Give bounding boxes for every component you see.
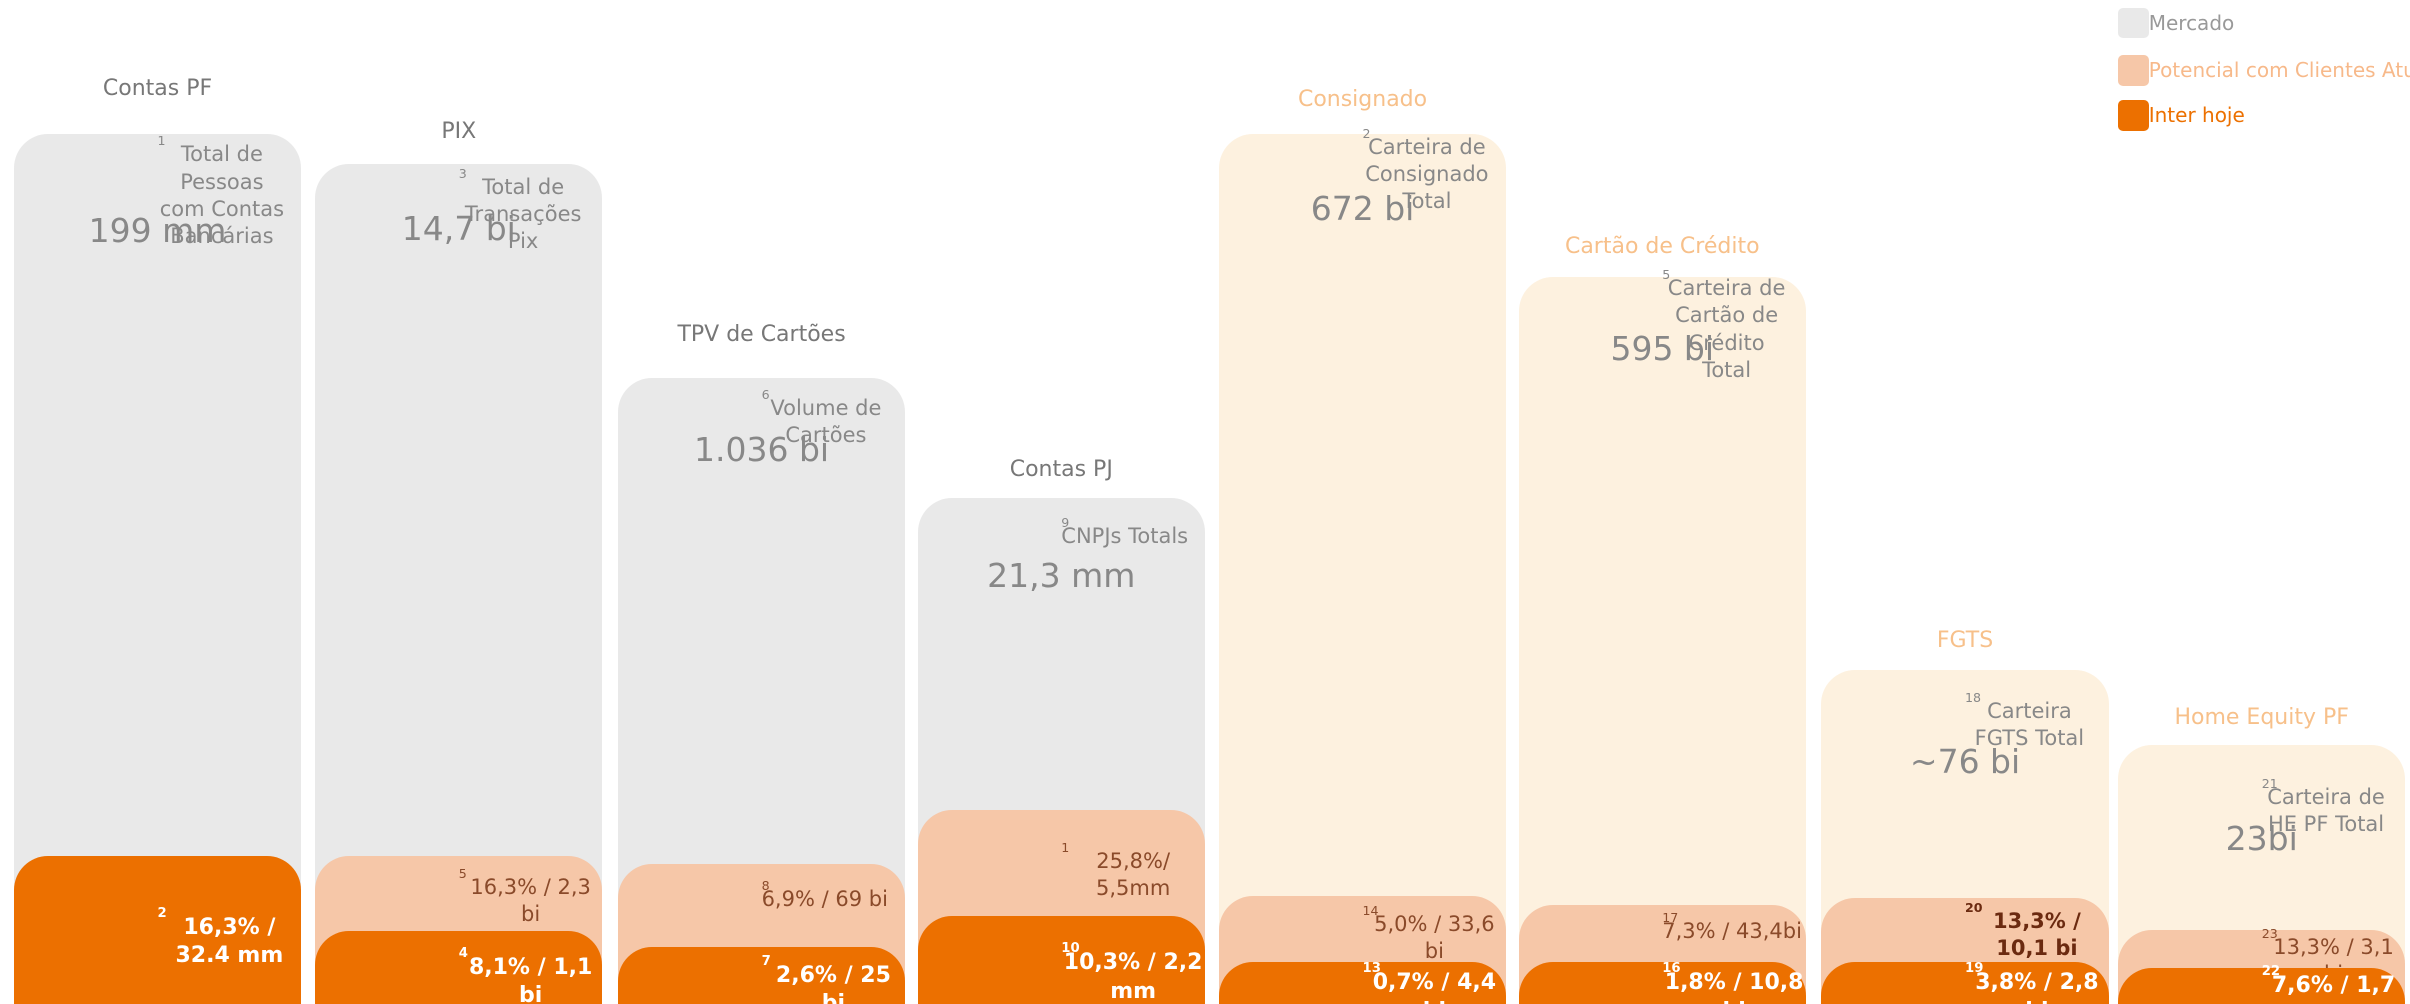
market-label-text: Volume de Cartões	[770, 396, 882, 448]
column-heading: Cartão de Crédito	[1564, 234, 1760, 260]
inter-value-text: 10,3% / 2,2 mm	[1063, 950, 1203, 1004]
legend-swatch	[2117, 99, 2149, 131]
inter-box	[13, 856, 302, 1004]
legend-swatch	[2117, 7, 2149, 39]
column-heading: PIX	[441, 119, 477, 145]
market-label-text: CNPJs Totals	[1061, 523, 1189, 548]
inter-value-text: 16,3% / 32.4 mm	[175, 914, 284, 969]
potential-value-text: 6,9% / 69 bi	[761, 887, 888, 912]
inter-box	[1218, 962, 1507, 1004]
market-label-text: Carteira de HE PF Total	[2267, 784, 2385, 837]
market-value: 23bi	[2225, 819, 2298, 859]
market-label-text: Carteira FGTS Total	[1974, 698, 2085, 751]
inter-box	[2117, 968, 2406, 1004]
market-value: 199 mm	[88, 210, 227, 250]
column-heading: Contas PJ	[1009, 457, 1113, 483]
legend-swatch	[2117, 55, 2149, 87]
legend-label: Inter hoje	[2148, 102, 2245, 127]
market-box	[1518, 276, 1806, 1004]
legend-label: Mercado	[2148, 10, 2235, 35]
column-heading: Home Equity PF	[2174, 704, 2349, 730]
inter-value-text: 2,6% / 25 bi	[775, 962, 891, 1004]
potential-value-text: 16,3% / 2,3 bi	[470, 874, 591, 927]
potential-value-text: 7,3% / 43,4bi	[1662, 919, 1802, 944]
market-label-text: Carteira de Cartão de Crédito Total	[1667, 276, 1786, 382]
inter-value-text: 7,6% / 1,7 bi	[2271, 973, 2396, 1004]
inter-value-text: 0,7% / 4,4 bi	[1372, 970, 1497, 1004]
inter-value-text: 1,8% / 10,8 bi	[1664, 970, 1804, 1004]
potential-value-text: 25,8%/ 5,5mm	[1095, 848, 1171, 901]
inter-value-text: 3,8% / 2,8 bi	[1975, 970, 2099, 1004]
market-value: 672 bi	[1310, 189, 1415, 229]
column-heading: Contas PF	[102, 76, 213, 102]
column-heading: Consignado	[1297, 86, 1428, 112]
inter-box	[315, 931, 603, 1004]
market-value: 21,3 mm	[987, 556, 1136, 596]
market-value: 14,7 bi	[401, 209, 516, 248]
inter-value-text: 8,1% / 1,1 bi	[468, 954, 593, 1004]
market-box	[1218, 133, 1507, 1004]
market-label-text: Total de Pessoas com Contas Bancárias	[159, 142, 285, 249]
market-value: 1.036 bi	[694, 430, 830, 470]
market-value: ~76 bi	[1909, 742, 2021, 782]
market-label-text: Carteira de Consignado Total	[1365, 134, 1489, 214]
inter-box	[917, 916, 1205, 1004]
inter-box	[617, 946, 906, 1004]
legend-label: Potencial com Clientes Atuais	[2148, 58, 2410, 83]
potential-value-text: 13,3% / 10,1 bi	[1992, 908, 2081, 961]
inter-box	[1518, 962, 1806, 1004]
market-label-text: Total de Transações Pix	[464, 174, 582, 254]
market-value: 595 bi	[1610, 328, 1715, 368]
inter-box	[1821, 962, 2109, 1004]
potential-value-text: 5,0% / 33,6 bi	[1374, 911, 1495, 964]
column-heading: FGTS	[1936, 627, 1994, 653]
column-heading: TPV de Cartões	[677, 322, 846, 348]
